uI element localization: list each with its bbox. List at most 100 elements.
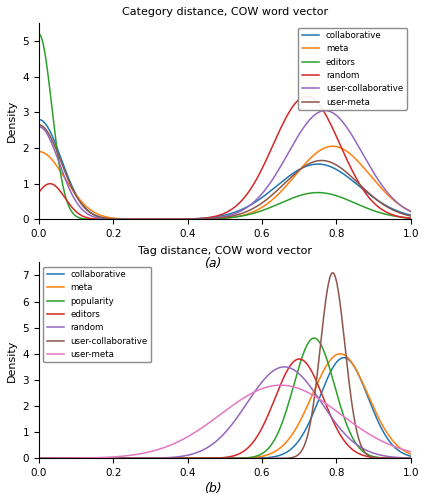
meta bbox=[238, 213, 243, 219]
user-collaborative bbox=[214, 215, 219, 221]
collaborative bbox=[238, 456, 243, 462]
Line: collaborative: collaborative bbox=[39, 358, 411, 458]
meta bbox=[401, 204, 406, 210]
Text: (a): (a) bbox=[204, 258, 222, 270]
popularity bbox=[408, 456, 413, 462]
random bbox=[213, 439, 218, 445]
meta bbox=[408, 208, 413, 214]
random bbox=[36, 456, 41, 462]
user-meta bbox=[400, 446, 405, 452]
meta bbox=[214, 216, 219, 222]
meta bbox=[238, 455, 243, 461]
collaborative bbox=[342, 172, 347, 177]
user-meta bbox=[342, 414, 347, 420]
random bbox=[401, 214, 406, 220]
user-meta bbox=[258, 386, 263, 392]
random bbox=[215, 437, 220, 443]
Line: meta: meta bbox=[39, 354, 411, 459]
user-collaborative bbox=[342, 338, 347, 344]
user-meta bbox=[342, 168, 347, 173]
collaborative bbox=[259, 196, 264, 202]
collaborative bbox=[36, 456, 41, 462]
Y-axis label: Density: Density bbox=[7, 100, 17, 142]
editors bbox=[216, 216, 221, 222]
random bbox=[282, 364, 287, 370]
Title: Category distance, COW word vector: Category distance, COW word vector bbox=[122, 7, 328, 17]
editors bbox=[400, 214, 405, 220]
meta bbox=[408, 451, 413, 457]
user-meta bbox=[216, 215, 221, 221]
popularity bbox=[36, 456, 41, 462]
meta bbox=[343, 148, 348, 154]
user-meta bbox=[238, 210, 243, 216]
popularity bbox=[258, 452, 263, 458]
Line: editors: editors bbox=[39, 34, 411, 220]
editors bbox=[213, 455, 218, 461]
user-collaborative bbox=[330, 270, 335, 276]
meta bbox=[216, 216, 221, 222]
user-meta bbox=[259, 200, 264, 206]
collaborative bbox=[400, 210, 405, 216]
random bbox=[216, 212, 221, 218]
meta bbox=[158, 216, 164, 222]
collaborative bbox=[139, 216, 144, 222]
Line: random: random bbox=[39, 367, 411, 458]
editors bbox=[296, 356, 302, 362]
random bbox=[304, 94, 309, 100]
user-meta bbox=[278, 382, 283, 388]
user-meta bbox=[238, 398, 243, 404]
collaborative bbox=[216, 214, 221, 220]
user-meta bbox=[145, 216, 150, 222]
random bbox=[238, 410, 243, 416]
user-collaborative bbox=[322, 108, 328, 114]
random bbox=[343, 153, 348, 159]
user-meta bbox=[408, 448, 413, 454]
meta bbox=[258, 454, 263, 460]
user-collaborative bbox=[401, 204, 406, 210]
user-collaborative bbox=[216, 214, 221, 220]
meta bbox=[36, 456, 41, 462]
Line: popularity: popularity bbox=[39, 338, 411, 458]
popularity bbox=[342, 416, 347, 422]
random bbox=[408, 216, 413, 222]
Line: user-collaborative: user-collaborative bbox=[39, 273, 411, 458]
user-collaborative bbox=[258, 456, 263, 462]
user-collaborative bbox=[215, 456, 220, 462]
collaborative bbox=[342, 354, 347, 360]
random bbox=[238, 198, 243, 204]
user-meta bbox=[400, 211, 405, 217]
popularity bbox=[215, 456, 220, 462]
collaborative bbox=[215, 456, 220, 462]
user-meta bbox=[36, 456, 41, 462]
editors bbox=[342, 438, 347, 444]
Line: random: random bbox=[39, 96, 411, 220]
editors bbox=[400, 456, 405, 462]
random bbox=[400, 454, 405, 460]
Legend: collaborative, meta, popularity, editors, random, user-collaborative, user-meta: collaborative, meta, popularity, editors… bbox=[43, 266, 151, 362]
collaborative bbox=[213, 456, 218, 462]
Y-axis label: Density: Density bbox=[7, 339, 17, 382]
collaborative bbox=[400, 450, 405, 456]
user-collaborative bbox=[139, 216, 144, 222]
collaborative bbox=[408, 212, 413, 218]
popularity bbox=[213, 456, 218, 462]
editors bbox=[408, 215, 413, 221]
collaborative bbox=[238, 207, 243, 213]
meta bbox=[400, 447, 405, 453]
popularity bbox=[311, 335, 317, 341]
editors bbox=[342, 196, 347, 202]
editors bbox=[215, 455, 220, 461]
random bbox=[259, 168, 264, 174]
user-meta bbox=[408, 213, 413, 219]
Line: user-collaborative: user-collaborative bbox=[39, 110, 411, 220]
Line: user-meta: user-meta bbox=[39, 385, 411, 458]
user-collaborative bbox=[408, 208, 413, 214]
meta bbox=[213, 456, 218, 462]
meta bbox=[36, 148, 41, 154]
Line: collaborative: collaborative bbox=[39, 120, 411, 220]
user-collaborative bbox=[36, 124, 41, 130]
Line: editors: editors bbox=[39, 359, 411, 458]
random bbox=[214, 213, 219, 219]
popularity bbox=[238, 455, 243, 461]
Text: (b): (b) bbox=[204, 482, 222, 495]
